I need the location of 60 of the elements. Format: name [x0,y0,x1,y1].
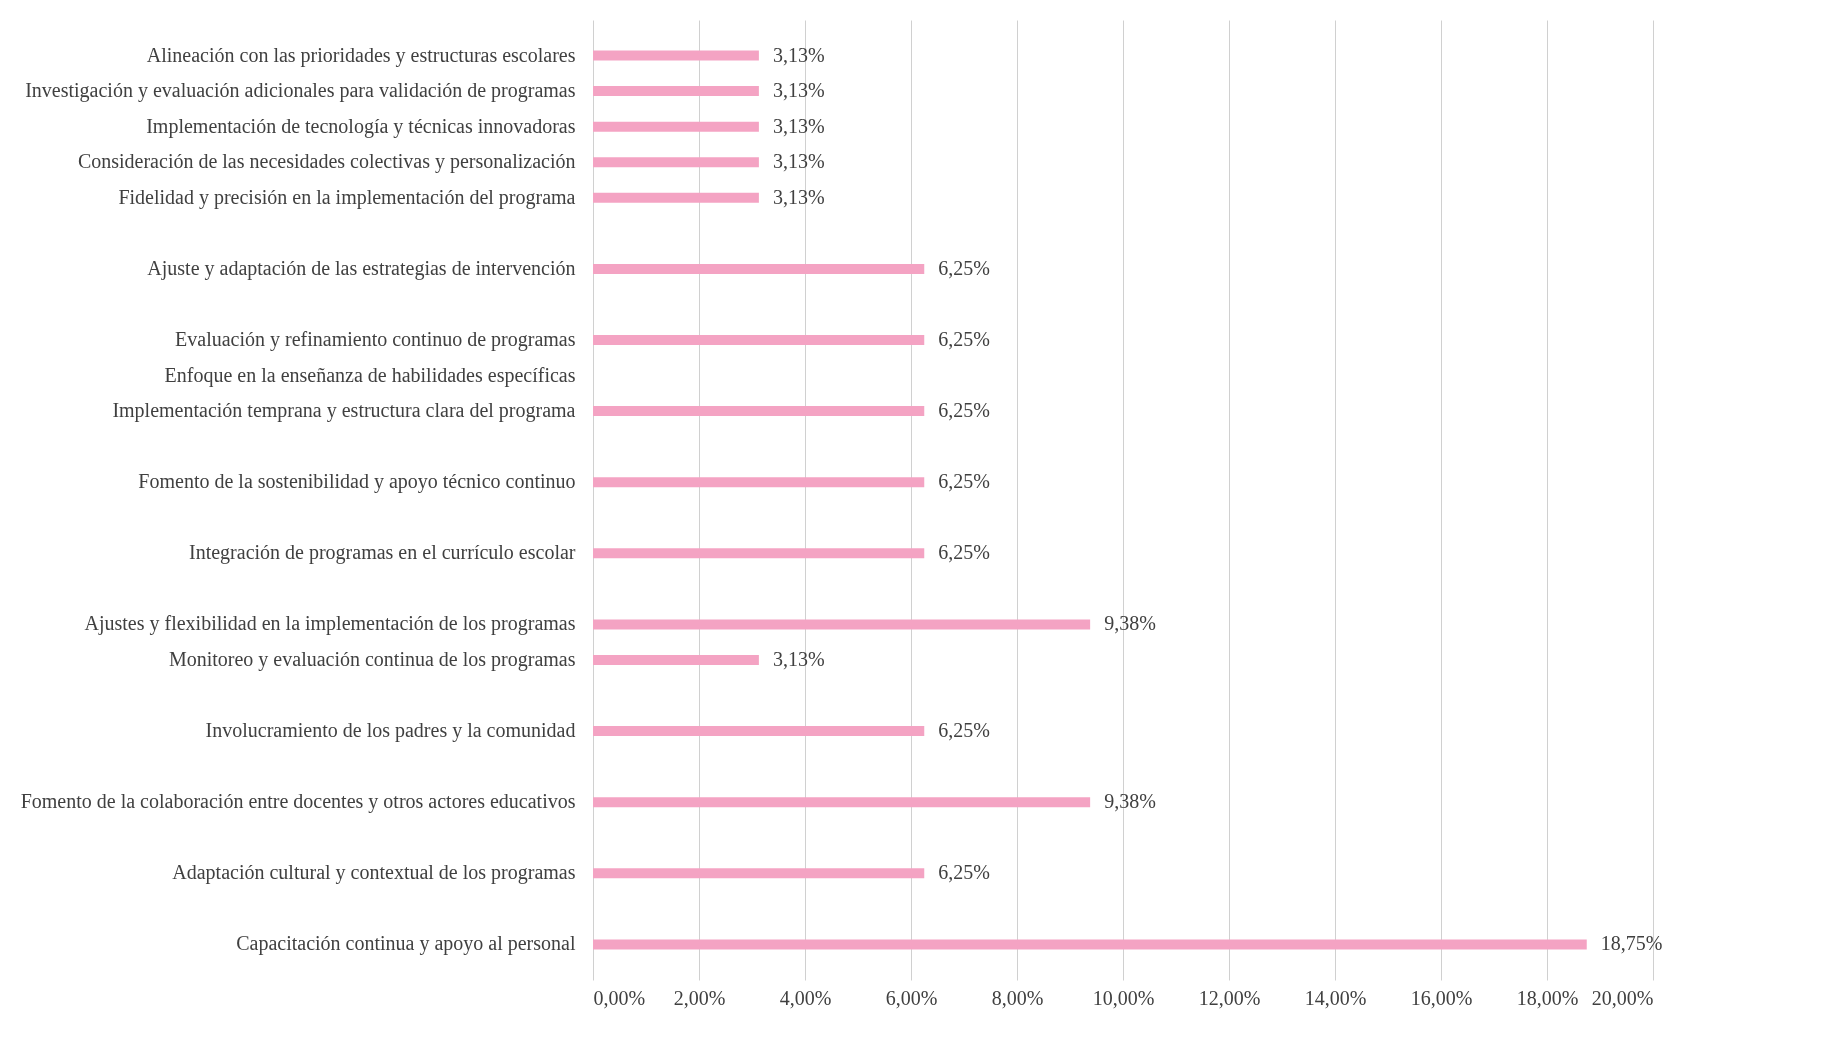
bar [593,726,925,737]
y-tick-label: Implementación temprana y estructura clara del programa [112,399,576,423]
data-label: 6,25% [938,328,990,350]
y-tick-label: Integración de programas en el currículo escolar [189,541,576,565]
bar [593,192,759,203]
bar [593,406,925,417]
x-tick-label: 12,00% [1198,986,1261,1009]
data-label: 6,25% [938,470,990,493]
x-tick-label: 14,00% [1304,986,1367,1009]
bar [593,619,1091,630]
x-tick-label: 4,00% [779,986,832,1009]
data-label: 6,25% [938,541,990,564]
y-tick-label: Evaluación y refinamiento continuo de programas [175,328,576,351]
bar [593,86,759,97]
data-label: 3,13% [772,150,825,173]
x-tick-label: 20,00% [1591,986,1654,1009]
y-tick-label: Ajustes y flexibilidad en la implementación de los programas [84,612,576,636]
data-label: 6,25% [938,399,990,422]
bar [593,868,925,879]
x-tick-label: 16,00% [1410,986,1473,1009]
data-label: 3,13% [772,114,825,137]
y-tick-label: Implementación de tecnología y técnicas innovadoras [146,114,576,138]
bar [593,157,759,168]
data-label: 18,75% [1600,932,1663,955]
x-tick-label: 18,00% [1516,986,1579,1009]
x-tick-label: 10,00% [1092,986,1155,1009]
data-label: 3,13% [772,43,825,66]
data-label: 6,25% [938,256,990,279]
data-label: 3,13% [772,79,825,102]
bar [593,477,925,488]
y-tick-label: Monitoreo y evaluación continua de los programas [168,648,576,671]
y-tick-label: Enfoque en la enseñanza de habilidades específicas [164,363,576,387]
x-tick-label: 6,00% [885,986,938,1009]
bar [593,939,1587,950]
data-label: 3,13% [772,648,825,670]
y-tick-label: Adaptación cultural y contextual de los programas [172,861,576,885]
y-tick-label: Investigación y evaluación adicionales para validación de programas [25,79,576,103]
y-tick-label: Fomento de la sostenibilidad y apoyo técnico continuo [138,470,576,494]
x-tick-label: 2,00% [673,986,726,1009]
x-tick-label: 0,00% [593,986,646,1009]
data-label: 3,13% [772,185,825,208]
bar [593,121,759,132]
y-tick-label: Ajuste y adaptación de las estrategias de intervención [147,256,576,280]
bar [593,50,759,61]
bar [593,655,759,665]
y-tick-label: Alineación con las prioridades y estructuras escolares [146,43,576,67]
bar [593,335,925,345]
bar [593,548,925,559]
data-label: 6,25% [938,861,990,884]
data-label: 6,25% [938,719,990,742]
y-tick-label: Capacitación continua y apoyo al personal [236,932,576,956]
y-tick-label: Involucramiento de los padres y la comunidad [205,719,576,743]
bar [593,263,925,274]
x-tick-label: 8,00% [991,986,1044,1009]
y-tick-label: Fidelidad y precisión en la implementación del programa [118,185,576,209]
bar [593,797,1091,808]
data-label: 9,38% [1104,790,1156,813]
data-label: 9,38% [1104,612,1156,635]
y-tick-label: Consideración de las necesidades colectivas y personalización [77,150,576,174]
y-tick-label: Fomento de la colaboración entre docentes y otros actores educativos [20,790,576,814]
